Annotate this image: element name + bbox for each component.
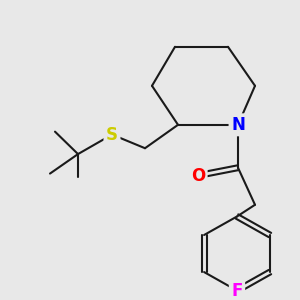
Text: N: N (231, 116, 245, 134)
Text: O: O (191, 167, 205, 184)
Text: S: S (106, 126, 118, 144)
Text: F: F (231, 282, 243, 300)
